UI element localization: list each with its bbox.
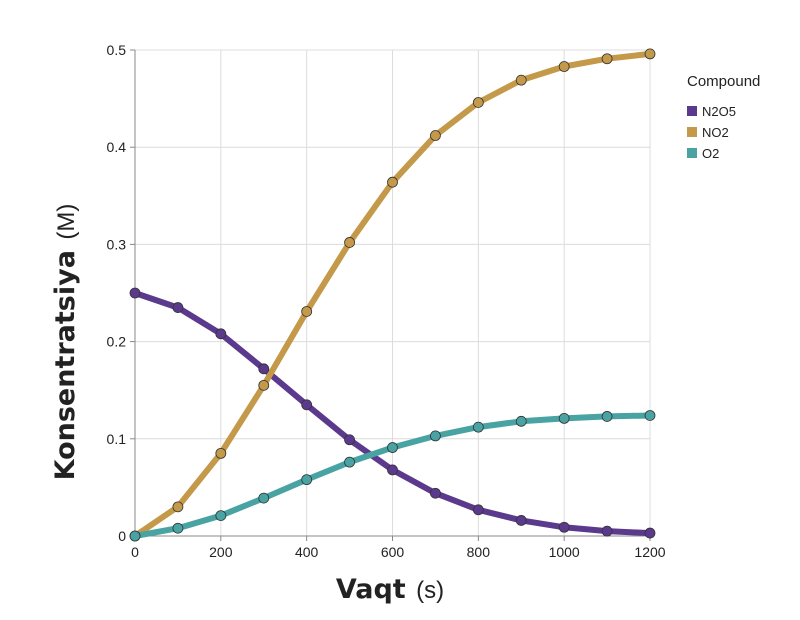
y-tick-label: 0.5 <box>107 42 127 58</box>
data-point-n2o5 <box>344 434 355 446</box>
data-point-no2 <box>344 237 355 248</box>
data-point-o2 <box>472 421 484 433</box>
data-point-no2 <box>387 176 398 188</box>
grid <box>134 49 651 537</box>
axes: 0 200 400 600 800 1000 1200 0 0.1 0.2 0.3 0.4 0.5 <box>107 42 666 560</box>
x-axis-title-main: Vaqt <box>336 574 406 605</box>
legend-label-o2: O2 <box>702 146 719 161</box>
data-point-n2o5 <box>215 328 227 340</box>
data-point-n2o5 <box>472 504 484 516</box>
data-point-no2 <box>430 130 441 141</box>
data-point-o2 <box>387 442 398 453</box>
x-tick-label: 400 <box>295 544 319 560</box>
data-point-no2 <box>172 501 184 513</box>
data-point-o2 <box>644 410 656 421</box>
data-point-n2o5 <box>558 521 570 533</box>
data-point-n2o5 <box>172 302 184 313</box>
y-axis-title: Konsentratsiya (M) <box>50 204 81 481</box>
x-tick-label: 200 <box>209 544 233 560</box>
data-point-o2 <box>558 412 570 424</box>
data-point-n2o5 <box>515 515 527 526</box>
data-point-n2o5 <box>301 399 313 411</box>
data-point-n2o5 <box>430 487 441 499</box>
y-tick-label: 0.4 <box>107 139 127 155</box>
x-axis-title-unit: (s) <box>416 577 444 604</box>
y-tick-label: 0.1 <box>107 431 127 447</box>
data-point-n2o5 <box>601 525 613 537</box>
data-point-o2 <box>215 510 227 521</box>
x-tick-label: 800 <box>467 544 491 560</box>
y-tick-label: 0.2 <box>107 334 127 350</box>
x-tick-label: 1200 <box>634 544 665 560</box>
data-point-no2 <box>472 97 484 108</box>
data-point-no2 <box>644 48 656 60</box>
legend-title: Compound <box>687 73 760 90</box>
legend-swatch-no2 <box>687 127 697 137</box>
legend-label-no2: NO2 <box>702 125 729 140</box>
legend: Compound N2O5 NO2 O2 <box>687 73 760 161</box>
x-tick-label: 600 <box>381 544 405 560</box>
data-point-o2 <box>258 492 270 504</box>
data-point-o2 <box>344 456 355 468</box>
data-point-o2 <box>172 522 184 534</box>
legend-swatch-n2o5 <box>687 106 697 116</box>
legend-swatch-o2 <box>687 148 697 158</box>
y-tick-label: 0 <box>118 528 126 544</box>
data-point-no2 <box>258 379 270 391</box>
y-axis-title-unit: (M) <box>53 204 80 240</box>
data-point-n2o5 <box>258 363 270 375</box>
data-point-o2 <box>129 530 141 542</box>
y-axis-title-main: Konsentratsiya <box>50 250 81 480</box>
x-axis-title: Vaqt (s) <box>336 574 444 605</box>
x-tick-label: 0 <box>131 544 139 560</box>
data-point-no2 <box>301 306 313 317</box>
series-group <box>129 48 656 542</box>
data-point-n2o5 <box>644 527 656 539</box>
x-tick-label: 1000 <box>549 544 580 560</box>
data-point-o2 <box>430 430 441 442</box>
data-point-o2 <box>515 415 527 427</box>
legend-label-n2o5: N2O5 <box>702 104 736 119</box>
data-point-n2o5 <box>129 287 141 299</box>
data-point-o2 <box>301 474 313 486</box>
data-point-no2 <box>558 61 570 72</box>
data-point-n2o5 <box>387 464 398 476</box>
data-point-o2 <box>601 411 613 422</box>
y-tick-label: 0.3 <box>107 236 127 252</box>
data-point-no2 <box>515 74 527 86</box>
data-point-no2 <box>601 53 613 65</box>
data-point-no2 <box>215 447 227 459</box>
